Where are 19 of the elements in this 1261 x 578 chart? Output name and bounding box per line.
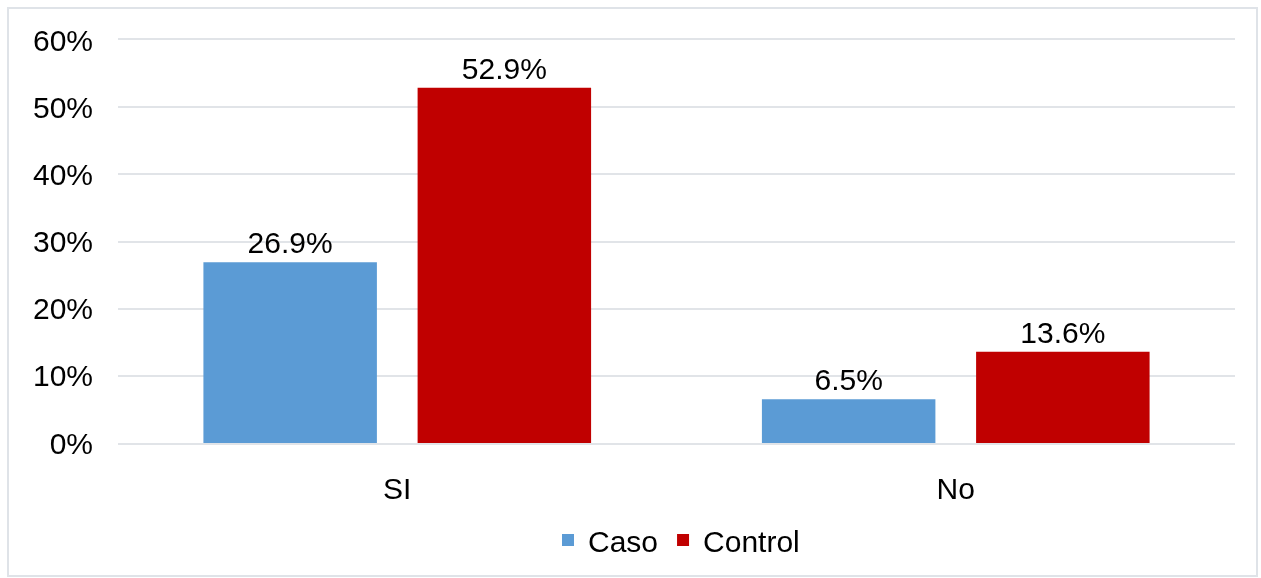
x-tick-label: SI [383,472,412,505]
y-tick-label: 0% [49,426,93,460]
data-label: 6.5% [814,363,883,397]
y-tick-label: 20% [32,292,93,326]
bar [761,399,936,443]
y-tick-label: 30% [32,225,93,258]
y-tick-label: 60% [32,23,93,57]
y-tick-label: 40% [32,157,93,191]
y-tick-label: 50% [32,90,93,124]
legend-label: Caso [588,524,659,558]
bar [417,87,592,443]
data-label: 13.6% [1020,315,1106,349]
legend-label: Control [703,524,800,558]
x-tick-label: No [936,472,975,505]
y-tick-label: 10% [32,359,93,393]
data-label: 52.9% [461,51,547,85]
bar [203,262,377,443]
bar [976,351,1150,443]
data-label: 26.9% [247,226,333,260]
